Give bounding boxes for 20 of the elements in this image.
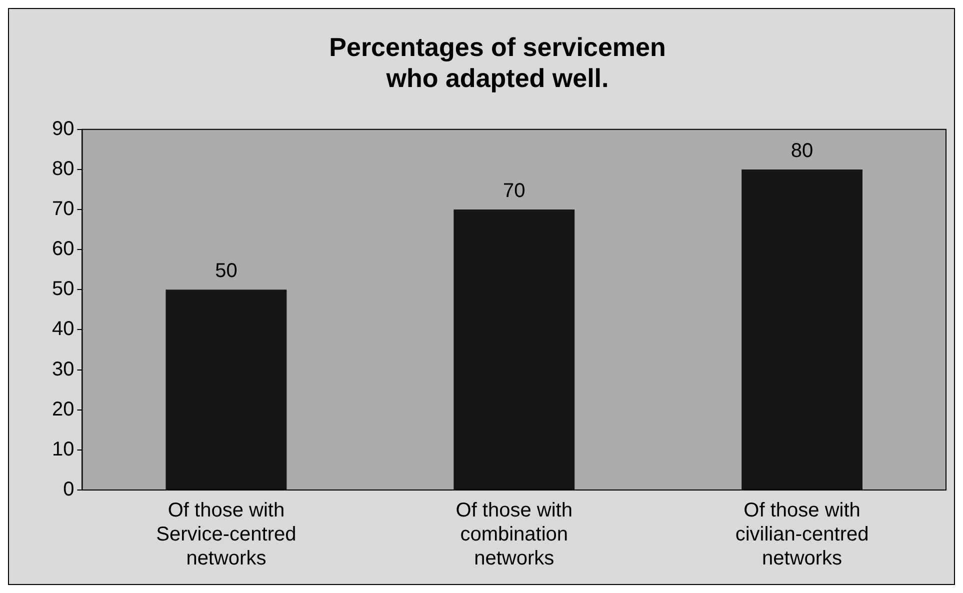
y-tick-label: 0 [63,478,74,501]
bar [742,169,863,490]
data-label: 80 [790,140,814,162]
data-label: 50 [215,260,238,282]
y-tick-label: 20 [52,398,74,420]
y-tick-label: 50 [52,278,74,300]
chart-title: Percentages of servicemen who adapted well. [329,32,666,93]
y-tick-label: 60 [52,238,74,260]
x-tick-label: Of those with combination networks [456,500,572,570]
y-tick-label: 70 [52,198,74,220]
y-tick-label: 40 [52,318,74,340]
bar [454,210,575,490]
x-tick-label: Of those with civilian-centred networks [735,500,869,570]
x-tick-label: Of those with Service-centred networks [156,500,296,570]
y-tick-label: 80 [52,158,74,180]
y-tick-label: 30 [52,358,74,380]
y-tick-label: 90 [52,118,74,140]
bar [166,290,287,490]
data-label: 70 [503,180,526,202]
y-tick-label: 10 [52,438,74,460]
